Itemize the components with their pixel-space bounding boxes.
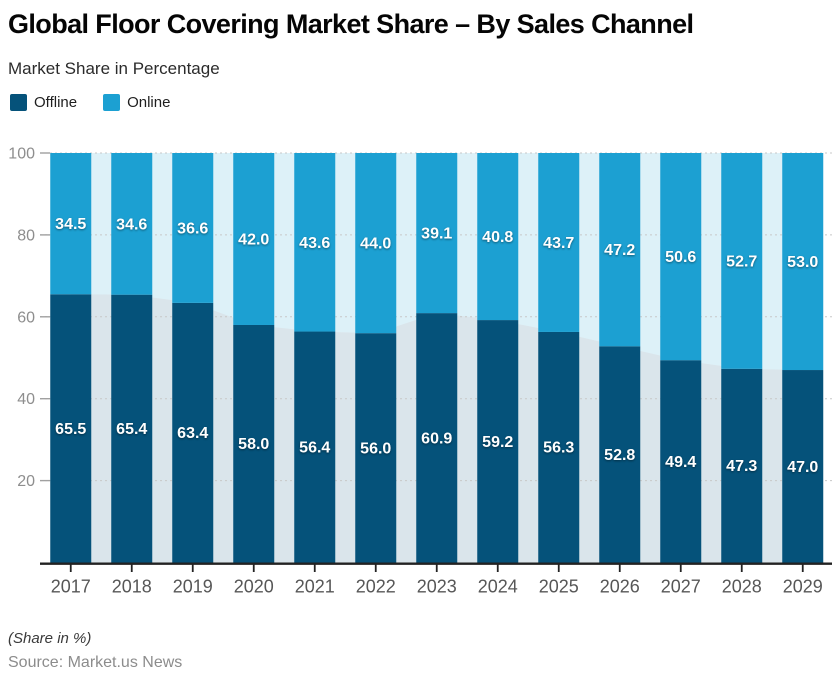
x-axis-label-2018: 2018 xyxy=(112,577,152,597)
online-value-label-2029: 53.0 xyxy=(787,254,818,271)
bar-online-2023[interactable] xyxy=(416,153,458,314)
offline-value-label-2026: 52.8 xyxy=(604,447,635,464)
offline-value-label-2025: 56.3 xyxy=(543,440,574,457)
x-axis-label-2022: 2022 xyxy=(356,577,396,597)
legend-item-online[interactable]: Online xyxy=(103,94,170,111)
legend-label-online: Online xyxy=(127,94,171,111)
online-value-label-2025: 43.7 xyxy=(543,235,574,252)
bar-online-2018[interactable] xyxy=(111,153,153,295)
bar-offline-2029[interactable] xyxy=(782,370,824,563)
online-value-label-2026: 47.2 xyxy=(604,242,635,259)
chart-title: Global Floor Covering Market Share – By … xyxy=(8,9,694,39)
online-value-label-2022: 44.0 xyxy=(360,236,391,253)
offline-value-label-2023: 60.9 xyxy=(421,430,452,447)
online-value-label-2020: 42.0 xyxy=(238,231,269,248)
bar-offline-2025[interactable] xyxy=(538,331,580,563)
offline-value-label-2028: 47.3 xyxy=(726,458,757,475)
bar-offline-2023[interactable] xyxy=(416,313,458,563)
bar-offline-2019[interactable] xyxy=(172,302,214,563)
bar-offline-2027[interactable] xyxy=(660,360,702,563)
bar-online-2019[interactable] xyxy=(172,153,214,303)
online-value-label-2018: 34.6 xyxy=(116,216,147,233)
offline-value-label-2021: 56.4 xyxy=(299,440,330,457)
bar-online-2017[interactable] xyxy=(50,153,92,295)
x-axis-label-2023: 2023 xyxy=(417,577,457,597)
bar-online-2024[interactable] xyxy=(477,153,519,321)
bar-offline-2024[interactable] xyxy=(477,320,519,563)
offline-value-label-2022: 56.0 xyxy=(360,440,391,457)
offline-value-label-2027: 49.4 xyxy=(665,454,696,471)
x-axis-label-2026: 2026 xyxy=(600,577,640,597)
bar-online-2029[interactable] xyxy=(782,153,824,371)
x-axis-label-2025: 2025 xyxy=(539,577,579,597)
bar-online-2026[interactable] xyxy=(599,153,641,347)
y-axis-label-80: 80 xyxy=(17,227,35,244)
offline-swatch-icon xyxy=(10,94,27,111)
legend: Offline Online xyxy=(10,94,170,111)
online-value-label-2017: 34.5 xyxy=(55,216,86,233)
bar-offline-2022[interactable] xyxy=(355,333,397,563)
bar-offline-2017[interactable] xyxy=(50,294,92,563)
share-note: (Share in %) xyxy=(8,630,92,647)
offline-value-label-2018: 65.4 xyxy=(116,421,147,438)
bar-online-2028[interactable] xyxy=(721,153,763,369)
bar-online-2025[interactable] xyxy=(538,153,580,332)
offline-value-label-2017: 65.5 xyxy=(55,421,86,438)
online-value-label-2024: 40.8 xyxy=(482,229,513,246)
legend-item-offline[interactable]: Offline xyxy=(10,94,77,111)
bar-online-2020[interactable] xyxy=(233,153,275,325)
offline-value-label-2029: 47.0 xyxy=(787,459,818,476)
source-note: Source: Market.us News xyxy=(8,654,183,671)
y-axis-label-20: 20 xyxy=(17,473,35,490)
bar-offline-2021[interactable] xyxy=(294,331,336,563)
bar-online-2022[interactable] xyxy=(355,153,397,334)
offline-value-label-2019: 63.4 xyxy=(177,425,208,442)
bar-offline-2028[interactable] xyxy=(721,368,763,563)
y-axis-label-60: 60 xyxy=(17,309,35,326)
online-value-label-2023: 39.1 xyxy=(421,226,452,243)
offline-value-label-2020: 58.0 xyxy=(238,436,269,453)
online-swatch-icon xyxy=(103,94,121,111)
chart-subtitle: Market Share in Percentage xyxy=(8,59,220,78)
y-axis-label-100: 100 xyxy=(8,146,35,163)
x-axis-label-2024: 2024 xyxy=(478,577,518,597)
legend-label-offline: Offline xyxy=(34,94,78,111)
online-value-label-2019: 36.6 xyxy=(177,220,208,237)
y-axis-label-40: 40 xyxy=(17,391,35,408)
offline-value-label-2024: 59.2 xyxy=(482,434,513,451)
x-axis-label-2021: 2021 xyxy=(295,577,335,597)
bar-offline-2026[interactable] xyxy=(599,346,641,563)
x-axis-label-2019: 2019 xyxy=(173,577,213,597)
bar-online-2021[interactable] xyxy=(294,153,336,332)
x-axis-label-2029: 2029 xyxy=(783,577,823,597)
online-value-label-2028: 52.7 xyxy=(726,253,757,270)
x-axis-label-2027: 2027 xyxy=(661,577,701,597)
x-axis-label-2028: 2028 xyxy=(722,577,762,597)
bar-offline-2020[interactable] xyxy=(233,324,275,563)
x-axis-label-2020: 2020 xyxy=(234,577,274,597)
online-value-label-2027: 50.6 xyxy=(665,249,696,266)
online-value-label-2021: 43.6 xyxy=(299,235,330,252)
x-axis-label-2017: 2017 xyxy=(51,577,91,597)
bar-online-2027[interactable] xyxy=(660,153,702,361)
bar-offline-2018[interactable] xyxy=(111,294,153,563)
